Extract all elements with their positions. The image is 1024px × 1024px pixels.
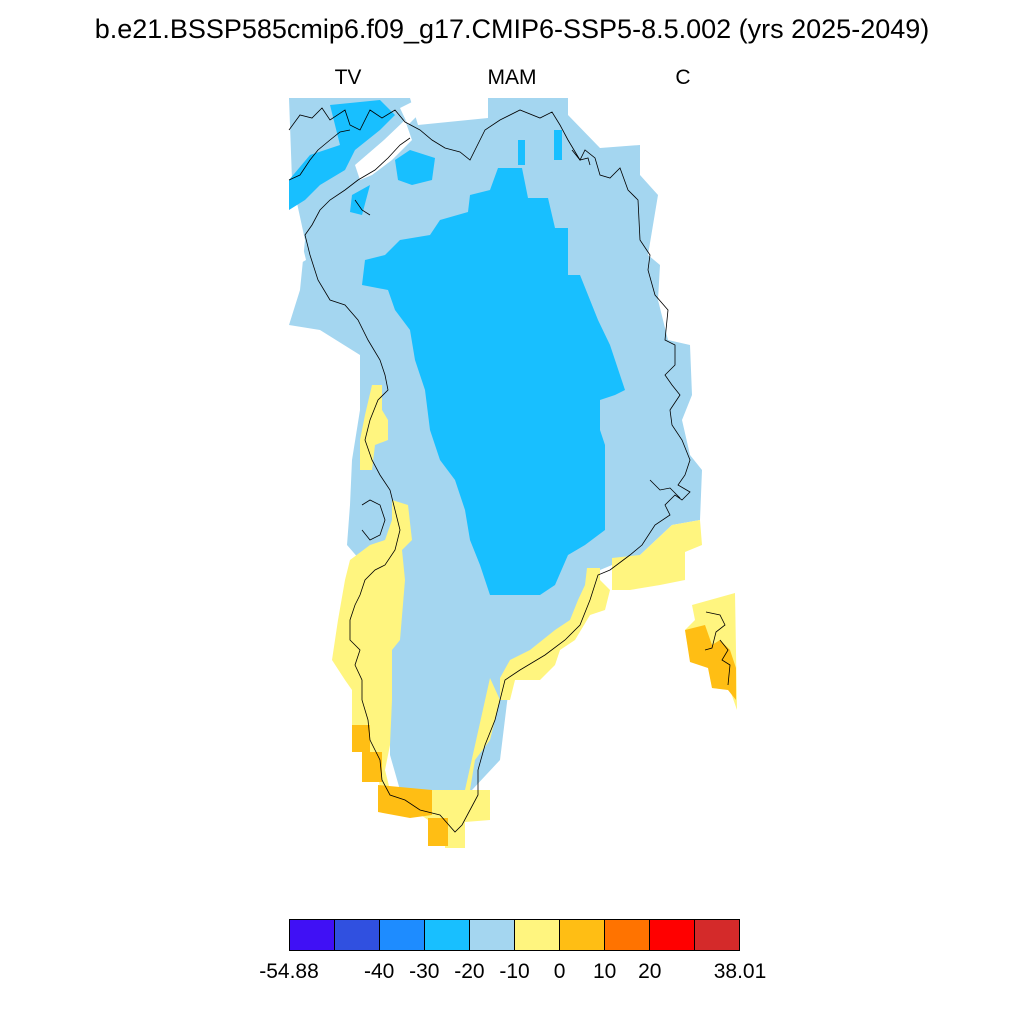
colorbar-label: 0 [553,960,566,983]
colorbar-label: -30 [409,960,440,983]
colorbar-box-6 [514,919,560,951]
colorbar [289,919,740,951]
colorbar-box-8 [604,919,650,951]
field-gaps [289,100,418,270]
colorbar-label: 10 [593,960,617,983]
colorbar-label: -54.88 [259,960,319,983]
colorbar-box-10 [694,919,740,951]
colorbar-box-4 [424,919,470,951]
colorbar-box-3 [379,919,425,951]
season-label: MAM [487,66,537,89]
coastline [288,107,731,833]
colorbar-label: -20 [454,960,485,983]
field-deep-negative [289,100,625,595]
colorbar-label: 20 [638,960,662,983]
colorbar-box-2 [334,919,380,951]
colorbar-label: 38.01 [713,960,767,983]
variable-label: TV [334,66,362,89]
colorbar-box-5 [469,919,515,951]
colorbar-label: -10 [499,960,530,983]
colorbar-box-9 [649,919,695,951]
map-title: b.e21.BSSP585cmip6.f09_g17.CMIP6-SSP5-8.… [94,14,930,44]
colorbar-label: -40 [364,960,395,983]
units-label: C [675,66,691,89]
colorbar-box-7 [559,919,605,951]
colorbar-box-1 [289,919,335,951]
